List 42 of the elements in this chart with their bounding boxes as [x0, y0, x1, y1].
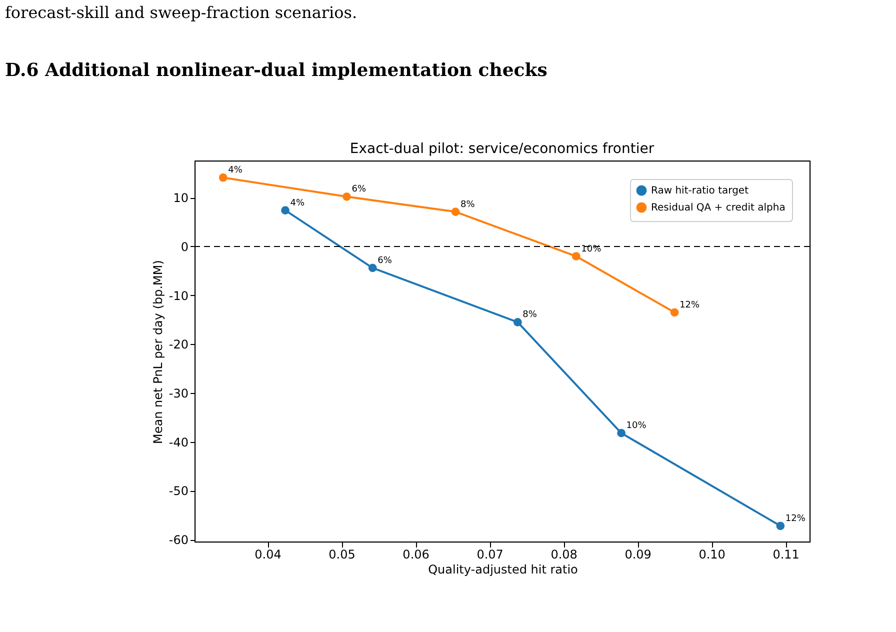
legend-label: Raw hit-ratio target [651, 186, 749, 196]
y-tick-label: 10 [173, 191, 188, 206]
point [776, 522, 785, 530]
annotation: 6% [352, 184, 366, 195]
x-tick-label: 0.10 [698, 548, 726, 562]
point [451, 208, 460, 216]
x-tick-label: 0.04 [254, 548, 282, 562]
y-tick-label: 0 [180, 240, 188, 254]
annotation: 4% [228, 166, 243, 176]
x-tick-label: 0.06 [402, 548, 430, 562]
y-tick-label: -20 [168, 338, 188, 352]
y-tick-label: -10 [168, 288, 188, 303]
annotation: 4% [290, 198, 306, 208]
x-tick-label: 0.08 [550, 548, 578, 562]
y-tick-label: -50 [168, 484, 188, 498]
y-tick-label: -40 [168, 435, 188, 450]
x-tick-label: 0.11 [772, 548, 800, 562]
y-axis-title: Mean net PnL per day (bp.MM) [150, 260, 165, 444]
annotation: 12% [680, 300, 700, 310]
y-tick-label: -30 [168, 386, 188, 401]
x-tick-label: 0.09 [624, 548, 652, 562]
point [670, 308, 679, 317]
point [617, 428, 626, 438]
x-axis-title: Quality-adjusted hit ratio [428, 562, 578, 576]
legend-label: Residual QA + credit alpha [651, 202, 786, 214]
annotation: 6% [378, 256, 392, 266]
annotation: 8% [522, 310, 538, 320]
point [281, 206, 290, 215]
x-tick-label: 0.05 [328, 548, 356, 562]
text: D.6 Additional nonlinear-dual implementation checks [5, 60, 548, 81]
y-tick-label: -60 [168, 533, 188, 548]
chart-title: Exact-dual pilot: service/economics frontier [350, 141, 654, 157]
point [218, 173, 228, 182]
point [572, 252, 580, 260]
text: forecast-skill and sweep-fraction scenarios. [5, 3, 358, 22]
point [513, 318, 522, 326]
point [368, 264, 377, 272]
point [342, 192, 351, 201]
annotation: 12% [785, 514, 806, 524]
annotation: 8% [460, 200, 476, 210]
annotation: 10% [626, 421, 647, 432]
x-tick-label: 0.07 [476, 548, 504, 562]
